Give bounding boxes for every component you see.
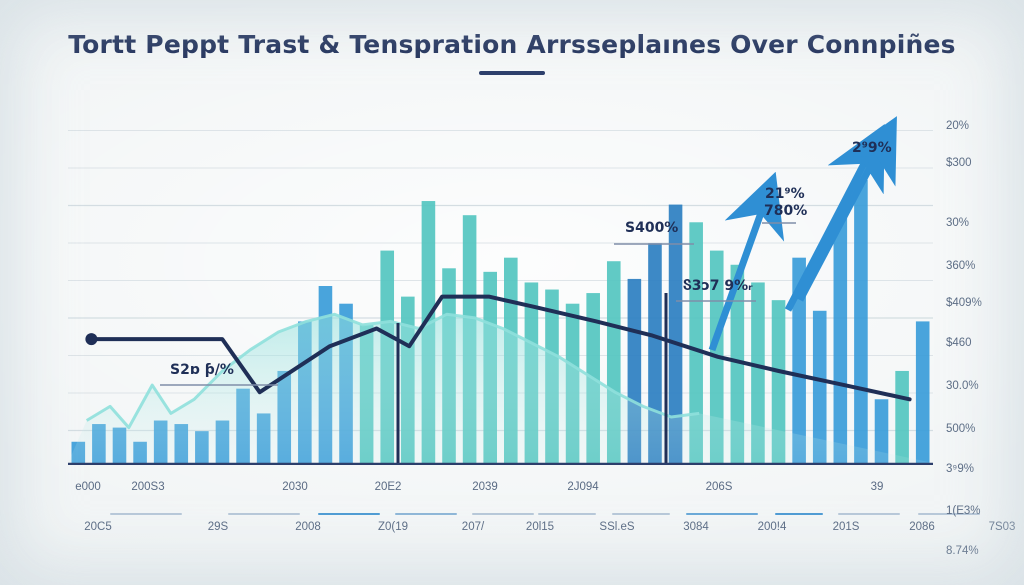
bar: [730, 264, 745, 463]
legend-dash: [918, 513, 980, 515]
x-axis-tick: 29S: [207, 521, 229, 533]
area-fill: [68, 314, 933, 463]
y-axis-tick-right: 1(E3%: [946, 505, 981, 517]
y-axis-tick-right: 3⁹9%: [946, 463, 974, 475]
legend-dash: [538, 513, 596, 515]
trend-line-series: [85, 293, 912, 463]
arrow-1: [708, 171, 785, 352]
legend-dash: [775, 513, 823, 515]
area-series: [68, 312, 933, 463]
annotation-label-a3: Ⴝ3ɔ7 9%ᵣ: [683, 278, 753, 294]
bar: [751, 282, 765, 463]
x-axis-tick: 2J094: [567, 481, 599, 493]
x-axis-tick: 2039: [472, 481, 498, 493]
x-axis-tick: 207/: [461, 521, 485, 533]
x-axis-tick: 2008: [295, 521, 321, 533]
x-axis-tick: 7S03: [988, 521, 1016, 533]
plot-area: [68, 105, 933, 465]
title-underline-rule: [479, 71, 545, 75]
y-axis-tick-right: 30.0%: [946, 380, 979, 392]
y-axis-tick-right: 8.74%: [946, 545, 979, 557]
bar: [689, 222, 703, 463]
page-title: Tortt Peppt Trast & Tenspration Arrssepl…: [68, 30, 956, 59]
x-axis-tick: 39: [870, 481, 884, 493]
arrow-3: [796, 116, 897, 302]
x-axis-tick: 200S3: [131, 481, 165, 493]
annotation-label-a6: 2⁹9%: [852, 140, 892, 156]
y-axis-tick-right: 500%: [946, 423, 976, 435]
legend-dash: [612, 513, 670, 515]
annotation-rule-a1: [160, 384, 278, 386]
y-axis-tick-right: $300: [946, 157, 972, 169]
bar: [854, 179, 868, 464]
x-axis-tick: e000: [75, 481, 101, 493]
bar: [792, 257, 806, 463]
x-axis-tick: 2030: [282, 481, 308, 493]
y-axis-tick-right: $460: [946, 337, 972, 349]
area-line: [85, 312, 700, 430]
legend-dash: [110, 513, 182, 515]
bar: [833, 215, 848, 463]
x-axis-tick: Z0(19: [377, 521, 409, 533]
x-axis-tick: 20C5: [84, 521, 112, 533]
legend-dash: [838, 513, 900, 515]
y-axis-label-left: 3ᴖ0∩r∂,ᴎOᴇᴇtl,ʌlᴏᴇʌlʌ0 ᴇ⊃0⊓∪&: [30, 160, 56, 420]
x-axis-tick: 20l15: [525, 521, 555, 533]
annotation-rule-a3: [676, 300, 756, 302]
legend-dash: [686, 513, 758, 515]
x-axis-tick: 206S: [705, 481, 733, 493]
x-axis-tick: SSl.eS: [599, 521, 635, 533]
chart-header: Tortt Peppt Trast & Tenspration Arrssepl…: [0, 30, 1024, 75]
y-axis-tick-right: 360%: [946, 260, 976, 272]
legend-dash: [228, 513, 300, 515]
bar: [915, 321, 930, 463]
trend-line: [89, 294, 912, 402]
y-axis-tick-right: $409%: [946, 297, 982, 309]
bar: [874, 399, 889, 463]
trend-line-start-marker: [85, 333, 98, 346]
annotation-rule-a2: [614, 243, 694, 245]
legend-dash: [472, 513, 534, 515]
x-axis-tick: 20E2: [374, 481, 402, 493]
y-axis-tick-right: 20%: [946, 120, 970, 132]
legend-dash: [395, 513, 457, 515]
x-axis-ticks-row-2: 20C5 29S 2008 Z0(19 207/20l15 SSl.eS 3084 200!4…: [0, 521, 1024, 541]
legend-dash: [318, 513, 380, 515]
annotation-label-a4: 21⁹%: [765, 186, 805, 202]
bar: [812, 310, 827, 463]
y-axis-tick-right: 30%: [946, 217, 970, 229]
plot-svg: [68, 116, 933, 465]
x-axis-tick: 3084: [683, 521, 709, 533]
x-axis-tick: 201S: [832, 521, 860, 533]
x-axis-tick: 200!4: [757, 521, 787, 533]
y-axis-right: 20% $300 30% 360% $409% $460 30.0% 500% 3⁹9% 1(E3…: [946, 105, 1024, 557]
bar: [668, 204, 683, 463]
bar: [771, 300, 786, 463]
x-axis-tick: 2086: [909, 521, 935, 533]
x-axis-ticks-row-1: e000 200S3 2030 20E2 2039 2J094 206S 39: [0, 481, 1024, 501]
annotation-label-a2: S400%: [625, 220, 679, 236]
annotation-label-a1: S2ɒ ƥ/%: [170, 362, 234, 378]
annotation-rule-a5: [762, 222, 796, 224]
annotation-label-a5: 780%: [764, 203, 808, 219]
bar: [895, 370, 909, 463]
annotation-arrows: [708, 116, 897, 352]
